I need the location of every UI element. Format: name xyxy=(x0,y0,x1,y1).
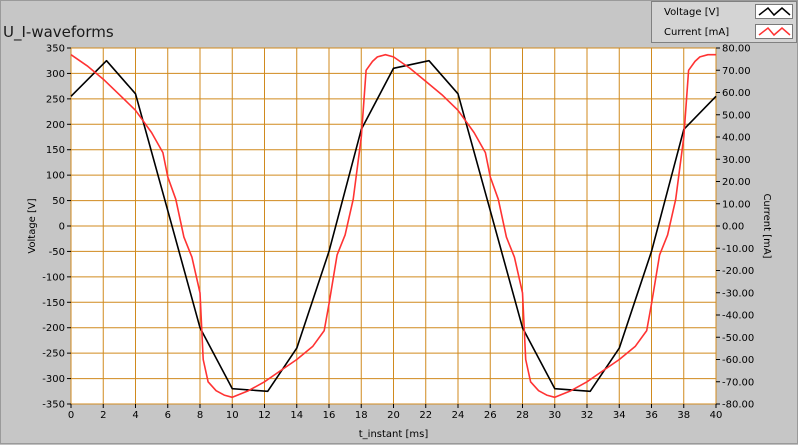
y-left-tick-label: 350 xyxy=(46,44,65,55)
y-right-tick-label: -30.00 xyxy=(722,288,754,299)
y-right-tick-label: 60.00 xyxy=(722,88,751,99)
x-tick-label: 28 xyxy=(516,410,529,421)
plot-legend[interactable]: Voltage [V] Current [mA] xyxy=(651,1,797,43)
y-left-tick-label: 50 xyxy=(52,196,65,207)
y-left-tick-label: 250 xyxy=(46,94,65,105)
y-right-tick-label: 70.00 xyxy=(722,66,751,77)
grid-lines xyxy=(70,47,717,405)
line-sample-icon xyxy=(758,6,791,17)
y-right-tick-label: 40.00 xyxy=(722,133,751,144)
x-tick-label: 34 xyxy=(613,410,626,421)
y-left-tick-label: -100 xyxy=(42,272,65,283)
x-tick-label: 38 xyxy=(677,410,690,421)
series-layer xyxy=(70,53,717,399)
y-right-tick-label: -20.00 xyxy=(722,266,754,277)
y-right-tick-label: 30.00 xyxy=(722,155,751,166)
y-right-tick-label: -40.00 xyxy=(722,311,754,322)
legend-item-voltage[interactable]: Voltage [V] xyxy=(652,2,796,22)
y-left-tick-label: -50 xyxy=(49,247,65,258)
y-left-tick-label: 300 xyxy=(46,69,65,80)
legend-item-current[interactable]: Current [mA] xyxy=(652,22,796,42)
y-right-tick-label: -50.00 xyxy=(722,333,754,344)
y-axis-label-right: Current [mA] xyxy=(761,193,772,258)
x-tick-label: 4 xyxy=(132,410,138,421)
x-tick-label: 22 xyxy=(419,410,432,421)
y-left-tick-label: 100 xyxy=(46,171,65,182)
y-left-tick-label: -250 xyxy=(42,349,65,360)
x-tick-label: 8 xyxy=(197,410,203,421)
y-right-tick-label: 10.00 xyxy=(722,199,751,210)
x-tick-label: 18 xyxy=(355,410,368,421)
x-tick-label: 20 xyxy=(387,410,400,421)
x-tick-label: 32 xyxy=(581,410,594,421)
x-tick-label: 24 xyxy=(452,410,465,421)
y-left-tick-label: -200 xyxy=(42,323,65,334)
legend-label-current: Current [mA] xyxy=(664,26,730,38)
legend-label-voltage: Voltage [V] xyxy=(664,6,720,18)
x-tick-label: 10 xyxy=(226,410,239,421)
current-series-line xyxy=(70,53,716,399)
chart-title: U_I-waveforms xyxy=(3,23,114,41)
y-right-tick-label: 0.00 xyxy=(722,222,744,233)
y-axis-label-left: Voltage [V] xyxy=(27,198,38,253)
line-sample-icon xyxy=(758,26,791,37)
x-tick-label: 30 xyxy=(548,410,561,421)
x-axis-label: t_instant [ms] xyxy=(359,429,429,440)
axes-layer: 0 2 4 6 8 10 12 14 16 18 20 22 24 26 28 30 32 34 36 38 40350… xyxy=(42,44,754,422)
y-left-tick-label: 200 xyxy=(46,120,65,131)
x-tick-label: 0 xyxy=(68,410,74,421)
y-right-tick-label: 50.00 xyxy=(722,110,751,121)
x-tick-label: 14 xyxy=(290,410,303,421)
legend-swatch-current[interactable] xyxy=(755,24,793,39)
y-right-tick-label: -60.00 xyxy=(722,355,754,366)
voltage-series-line xyxy=(70,59,717,393)
y-right-tick-label: -80.00 xyxy=(722,400,754,411)
x-tick-label: 26 xyxy=(484,410,497,421)
y-left-tick-label: -350 xyxy=(42,400,65,411)
x-tick-label: 16 xyxy=(323,410,336,421)
y-left-tick-label: -300 xyxy=(42,374,65,385)
y-left-tick-label: 150 xyxy=(46,145,65,156)
x-tick-label: 36 xyxy=(645,410,658,421)
x-tick-label: 2 xyxy=(100,410,106,421)
legend-swatch-voltage[interactable] xyxy=(755,4,793,19)
x-tick-label: 6 xyxy=(165,410,171,421)
y-right-tick-label: 80.00 xyxy=(722,44,751,55)
y-left-tick-label: -150 xyxy=(42,298,65,309)
y-right-tick-label: -70.00 xyxy=(722,377,754,388)
y-right-tick-label: 20.00 xyxy=(722,177,751,188)
y-left-tick-label: 0 xyxy=(59,222,65,233)
y-right-tick-label: -10.00 xyxy=(722,244,754,255)
x-tick-label: 12 xyxy=(258,410,271,421)
x-tick-label: 40 xyxy=(710,410,723,421)
